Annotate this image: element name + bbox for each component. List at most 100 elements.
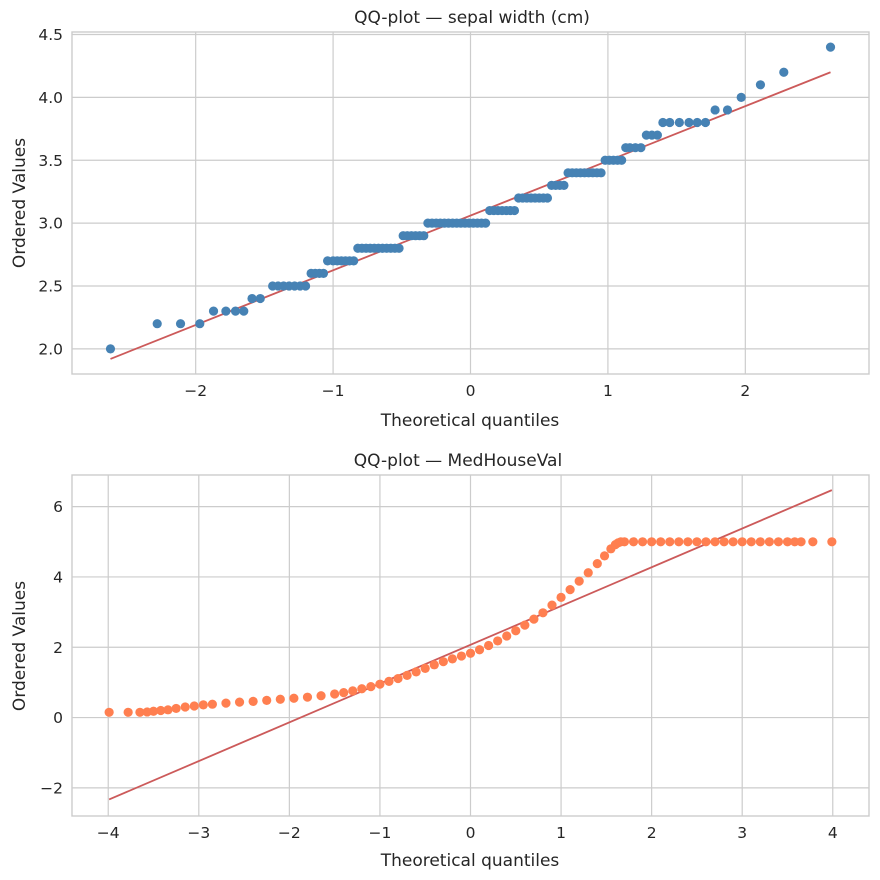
data-point	[636, 143, 646, 153]
y-tick-label: 6	[53, 498, 63, 516]
axes-frame	[71, 31, 870, 375]
x-tick-label: 2	[740, 382, 750, 400]
data-point	[755, 537, 765, 547]
x-tick-label: −1	[369, 824, 392, 842]
x-axis-label: Theoretical quantiles	[380, 411, 560, 431]
data-point	[275, 694, 285, 704]
data-point	[637, 537, 648, 547]
data-point	[148, 706, 159, 716]
data-point	[104, 707, 114, 717]
data-point	[719, 537, 729, 547]
data-point	[583, 568, 593, 578]
data-point	[493, 636, 503, 646]
data-point	[502, 631, 512, 641]
data-point	[339, 688, 349, 698]
data-point	[520, 620, 530, 630]
data-point	[180, 702, 190, 712]
data-point	[652, 130, 662, 140]
data-point	[316, 691, 326, 701]
data-point	[289, 693, 299, 703]
data-point	[782, 537, 793, 547]
data-point	[123, 707, 133, 717]
data-point	[484, 640, 494, 651]
qq-plot-sepal-width: QQ-plot — sepal width (cm) −2 −1 0 1 2 2.0 2.5…	[10, 8, 870, 431]
data-point	[171, 703, 181, 714]
data-point	[619, 537, 630, 547]
y-tick-label: 2.5	[38, 277, 63, 295]
data-point	[152, 319, 162, 329]
qq-plot-medhouseval: QQ-plot — MedHouseVal −4 −3 −2 −1 0 1 2 3 4 −2 0 2 4…	[10, 451, 870, 871]
data-point	[163, 705, 173, 715]
data-point	[465, 648, 476, 658]
data-point	[208, 306, 219, 316]
data-point	[674, 117, 684, 128]
data-point	[175, 319, 186, 329]
data-point	[419, 231, 429, 241]
x-tick-label: 2	[647, 824, 657, 842]
data-point	[366, 682, 376, 692]
data-point	[420, 663, 430, 673]
y-tick-label: 4	[53, 568, 63, 586]
data-point	[796, 537, 806, 547]
data-point	[827, 537, 837, 547]
data-point	[737, 537, 747, 547]
data-point	[592, 558, 602, 569]
data-point	[247, 293, 257, 304]
data-point	[700, 117, 711, 128]
data-point	[736, 92, 746, 102]
data-point	[302, 692, 313, 702]
chart-title: QQ-plot — MedHouseVal	[354, 451, 562, 471]
data-point	[195, 319, 205, 329]
data-point	[349, 256, 359, 266]
data-point	[394, 243, 404, 253]
data-point	[556, 592, 566, 602]
x-tick-label: 0	[466, 382, 476, 400]
data-point	[808, 537, 818, 547]
data-point	[658, 117, 668, 128]
data-point	[779, 67, 789, 77]
data-point	[221, 698, 231, 708]
data-point	[722, 105, 733, 115]
data-point	[447, 654, 457, 664]
data-point	[542, 193, 553, 203]
data-point	[248, 696, 258, 706]
data-point	[825, 42, 836, 52]
data-point	[790, 537, 800, 547]
x-tick-label: 1	[556, 824, 566, 842]
x-tick-label: −2	[278, 824, 301, 842]
data-point	[599, 551, 610, 561]
x-tick-label: 0	[466, 824, 476, 842]
x-tick-label: 3	[737, 824, 747, 842]
y-axis-label: Ordered Values	[10, 581, 30, 711]
data-point	[330, 689, 340, 699]
x-axis-label: Theoretical quantiles	[380, 851, 560, 871]
data-point	[547, 600, 557, 610]
data-point	[692, 117, 702, 128]
y-tick-label: −2	[40, 779, 63, 797]
data-point	[230, 306, 241, 316]
data-point	[318, 268, 329, 279]
data-point	[135, 707, 145, 717]
data-point	[684, 117, 694, 128]
y-tick-label: 3.0	[38, 215, 63, 233]
data-point	[692, 537, 702, 547]
y-tick-label: 2	[53, 639, 63, 657]
data-point	[746, 537, 756, 547]
data-point	[375, 679, 385, 689]
y-tick-label: 2.0	[38, 340, 63, 358]
data-point	[438, 657, 448, 667]
data-point	[710, 105, 720, 115]
data-point	[474, 645, 485, 655]
data-point	[683, 537, 693, 547]
data-point	[393, 673, 403, 684]
data-point	[773, 537, 784, 547]
data-point	[456, 651, 467, 661]
axes-frame	[71, 474, 870, 817]
data-point	[728, 537, 738, 547]
data-point	[402, 670, 412, 680]
data-point	[701, 537, 711, 547]
data-point	[538, 608, 548, 618]
data-point	[628, 537, 639, 547]
data-point	[617, 155, 627, 165]
